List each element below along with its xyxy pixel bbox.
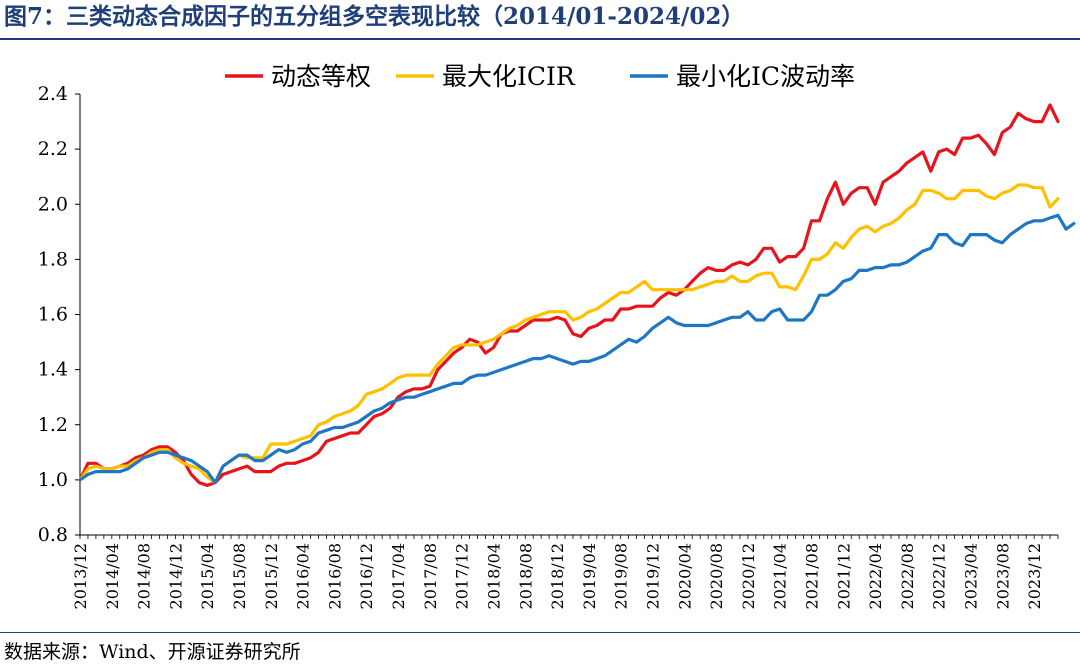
y-tick-label: 0.8 (38, 524, 68, 546)
series-line-1 (78, 103, 1060, 487)
y-tick-label: 2.2 (38, 138, 68, 160)
y-tick-label: 2.4 (38, 83, 68, 105)
legend: 动态等权 最大化ICIR 最小化IC波动率 (225, 62, 855, 91)
series-line-2 (78, 183, 1060, 485)
title-divider (0, 38, 1080, 40)
x-tick-label: 2016/04 (294, 543, 313, 609)
x-tick-label: 2018/12 (548, 543, 567, 609)
x-tick-label: 2018/04 (484, 543, 503, 609)
x-tick-label: 2020/04 (675, 543, 694, 609)
x-tick-label: 2019/04 (580, 543, 599, 609)
y-tick-label: 1.6 (38, 304, 68, 326)
source-note: 数据来源：Wind、开源证券研究所 (4, 641, 301, 663)
y-tick-label: 2.0 (38, 193, 68, 215)
x-tick-label: 2021/12 (834, 543, 853, 609)
x-tick-label: 2023/04 (962, 543, 981, 609)
x-tick-label: 2019/08 (612, 543, 631, 609)
line-chart: 动态等权 最大化ICIR 最小化IC波动率 0.8 1.0 1.2 1.4 1.6 1.8 2.… (38, 62, 1076, 609)
x-tick-label: 2015/04 (198, 543, 217, 609)
x-tick-label: 2014/04 (103, 543, 122, 609)
x-tick-label: 2020/08 (707, 543, 726, 609)
x-tick-label: 2015/12 (262, 543, 281, 609)
legend-label-1: 动态等权 (271, 62, 371, 91)
x-tick-label: 2017/12 (453, 543, 472, 609)
x-tick-label: 2022/12 (930, 543, 949, 609)
y-tick-label: 1.4 (38, 359, 68, 381)
legend-label-2: 最大化ICIR (442, 62, 576, 91)
x-tick-label: 2013/12 (71, 543, 90, 609)
y-tick-label: 1.8 (38, 248, 68, 270)
x-tick-label: 2021/04 (771, 543, 790, 609)
x-tick-label: 2014/12 (166, 543, 185, 609)
x-tick-label: 2018/08 (516, 543, 535, 609)
legend-label-3: 最小化IC波动率 (676, 62, 855, 91)
axes: 0.8 1.0 1.2 1.4 1.6 1.8 2.0 2.2 2.4 2013/12 2014/0… (38, 83, 1059, 609)
series-lines (78, 103, 1076, 487)
x-tick-label: 2015/08 (230, 543, 249, 609)
source-divider (0, 632, 1080, 633)
x-tick-label: 2014/08 (135, 543, 154, 609)
x-tick-label: 2016/12 (357, 543, 376, 609)
y-tick-label: 1.2 (38, 414, 68, 436)
x-tick-label: 2016/08 (325, 543, 344, 609)
x-tick-label: 2023/08 (993, 543, 1012, 609)
series-line-3 (78, 213, 1076, 485)
x-tick-label: 2022/04 (866, 543, 885, 609)
x-tick-label: 2021/08 (803, 543, 822, 609)
x-tick-label: 2017/08 (421, 543, 440, 609)
x-tick-label: 2017/04 (389, 543, 408, 609)
y-tick-label: 1.0 (38, 469, 68, 491)
x-tick-label: 2022/08 (898, 543, 917, 609)
x-tick-label: 2019/12 (643, 543, 662, 609)
x-tick-label: 2020/12 (739, 543, 758, 609)
x-tick-label: 2023/12 (1025, 543, 1044, 609)
figure-title: 图7：三类动态合成因子的五分组多空表现比较（2014/01-2024/02） (4, 3, 745, 30)
